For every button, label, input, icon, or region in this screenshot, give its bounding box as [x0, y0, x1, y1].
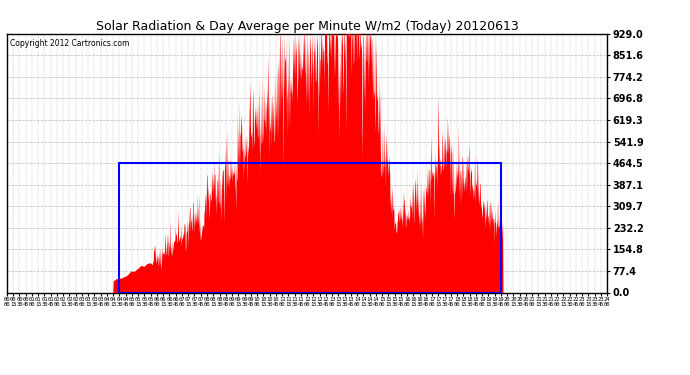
Text: Copyright 2012 Cartronics.com: Copyright 2012 Cartronics.com — [10, 39, 129, 48]
Title: Solar Radiation & Day Average per Minute W/m2 (Today) 20120613: Solar Radiation & Day Average per Minute… — [96, 20, 518, 33]
Bar — [119, 163, 501, 292]
